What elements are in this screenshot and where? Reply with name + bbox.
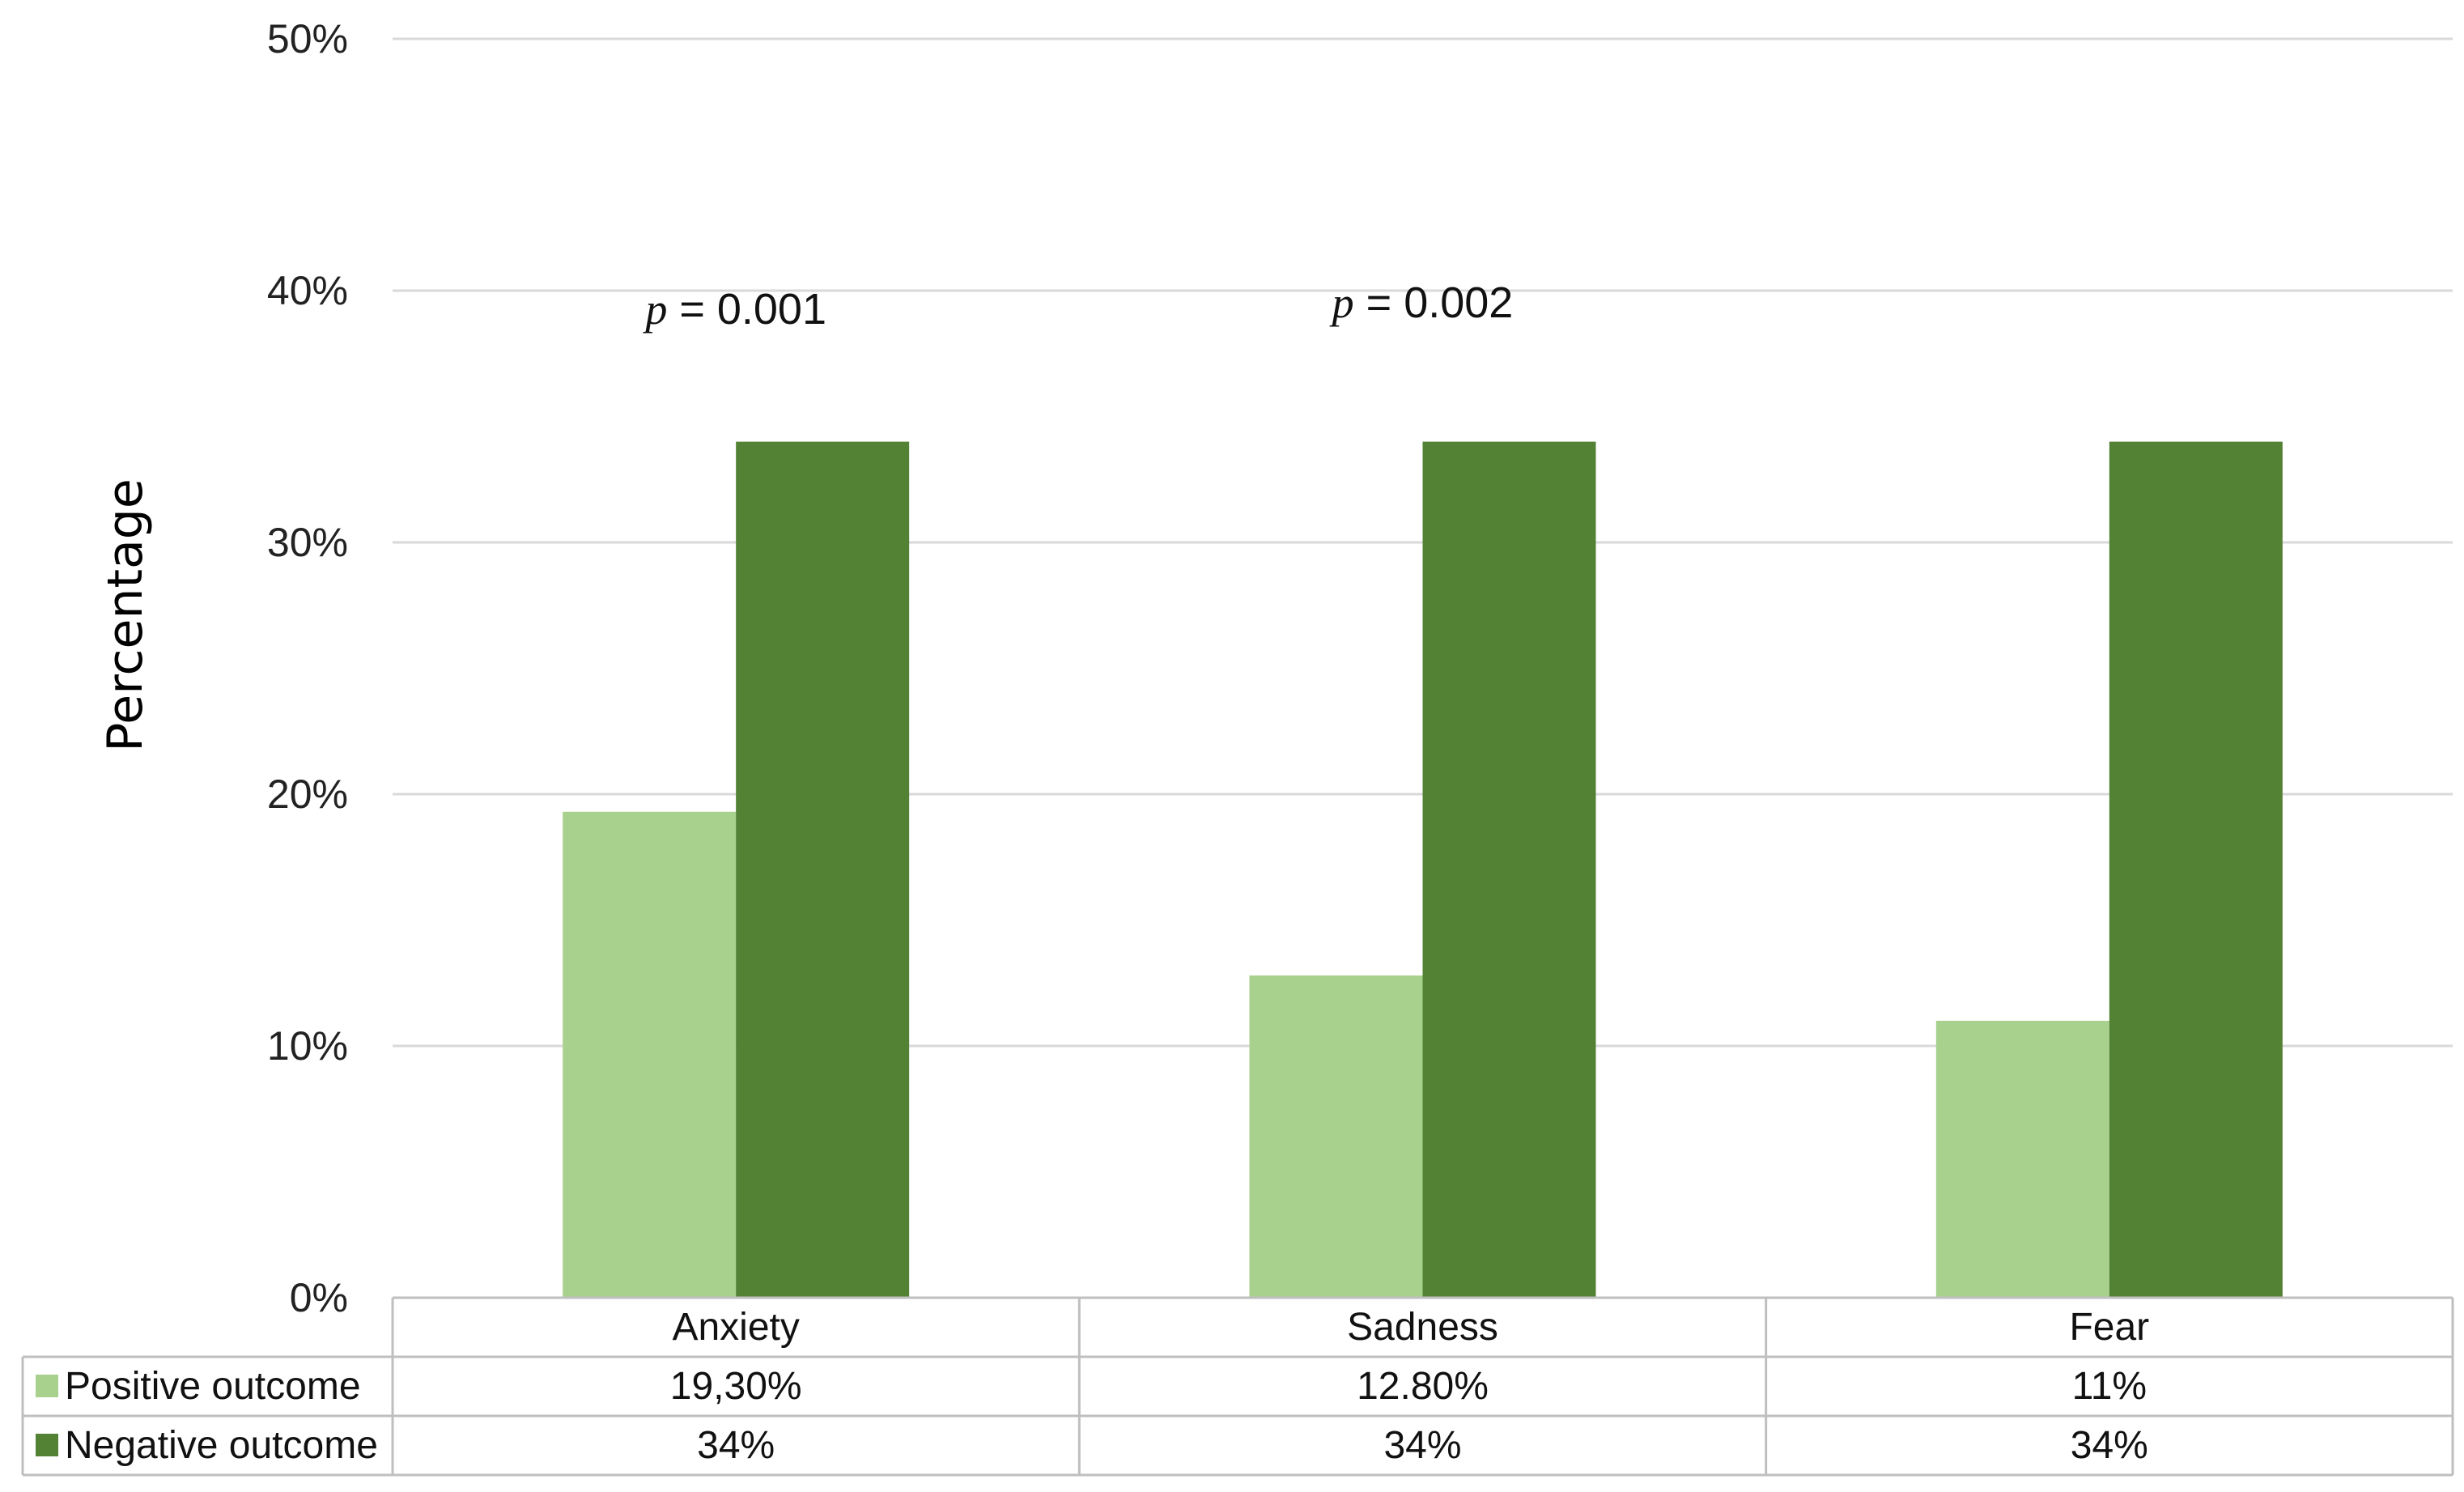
- data-label: 34%: [2071, 1424, 2148, 1467]
- y-tick-label: 20%: [267, 772, 348, 817]
- x-tick-label: Fear: [2069, 1306, 2149, 1349]
- data-label: 12.80%: [1357, 1365, 1489, 1408]
- bar-positive-outcome-sadness: [1249, 975, 1423, 1298]
- bar-positive-outcome-fear: [1935, 1020, 2109, 1298]
- p-value-annotation: p = 0.002: [1329, 278, 1514, 327]
- p-symbol: p: [642, 285, 667, 334]
- data-table: Anxiety Sadness Fear Positive outcome 19,30%…: [21, 1296, 2454, 1477]
- legend-swatch: [36, 1434, 58, 1456]
- legend-swatch: [36, 1375, 58, 1397]
- bar-negative-outcome-fear: [2109, 441, 2283, 1298]
- bars: [563, 441, 2283, 1298]
- bar-positive-outcome-anxiety: [563, 811, 737, 1298]
- legend-label: Negative outcome: [65, 1424, 378, 1467]
- bar-negative-outcome-sadness: [1422, 441, 1596, 1298]
- y-axis-ticks: 0% 10% 20% 30% 40% 50%: [267, 16, 348, 1320]
- data-label: 34%: [697, 1424, 775, 1467]
- data-label: 11%: [2072, 1365, 2148, 1408]
- data-label: 34%: [1383, 1424, 1461, 1467]
- p-value-annotation: p = 0.001: [642, 285, 826, 334]
- p-symbol: p: [1329, 278, 1354, 327]
- annotations: p = 0.001 p = 0.002: [642, 278, 1513, 334]
- y-tick-label: 40%: [267, 268, 348, 313]
- y-tick-label: 30%: [267, 520, 348, 565]
- y-tick-label: 50%: [267, 16, 348, 62]
- x-tick-label: Sadness: [1347, 1306, 1498, 1349]
- y-tick-label: 0%: [290, 1275, 348, 1320]
- x-tick-label: Anxiety: [672, 1306, 799, 1349]
- legend-label: Positive outcome: [65, 1365, 361, 1408]
- p-value: = 0.002: [1354, 278, 1514, 327]
- bar-negative-outcome-anxiety: [736, 441, 910, 1298]
- y-tick-label: 10%: [267, 1023, 348, 1069]
- p-value: = 0.001: [667, 285, 826, 334]
- data-label: 19,30%: [670, 1365, 802, 1408]
- y-axis-label: Percentage: [97, 478, 154, 752]
